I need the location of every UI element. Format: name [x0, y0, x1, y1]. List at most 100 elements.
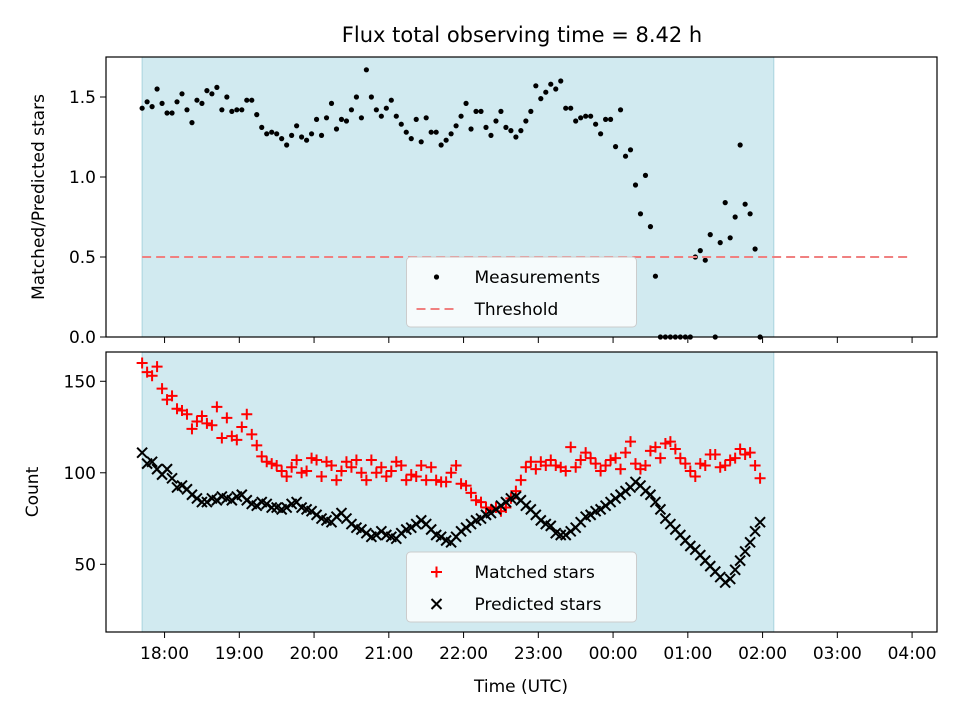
matched-star-point [450, 459, 462, 471]
measurement-point [583, 113, 589, 119]
predicted-star-point [734, 554, 746, 567]
measurement-point [632, 182, 639, 188]
matched-star-point [684, 465, 696, 477]
matched-star-point [754, 472, 766, 484]
measurement-point [433, 129, 439, 135]
measurement-point [722, 200, 728, 206]
matched-star-point [251, 439, 263, 451]
measurement-point [548, 81, 554, 87]
matched-star-point [410, 470, 422, 482]
measurement-point [558, 78, 564, 84]
matched-star-point [560, 465, 572, 477]
legend-label: Matched stars [475, 563, 595, 583]
matched-star-point [236, 421, 248, 433]
matched-star-point [271, 459, 283, 471]
measurement-point [493, 118, 499, 124]
measurement-point [254, 112, 260, 118]
matched-star-point [575, 454, 587, 466]
measurement-point [473, 108, 479, 114]
matched-star-point [136, 357, 148, 369]
measurement-point [333, 126, 340, 132]
predicted-star-point [739, 545, 751, 558]
measurement-point [617, 107, 624, 113]
measurement-point [593, 121, 599, 127]
measurement-point [313, 116, 320, 122]
matched-star-point [301, 465, 313, 477]
measurement-point [149, 104, 155, 110]
x-tick-label: 21:00 [364, 644, 413, 664]
matched-star-point [545, 454, 557, 466]
matched-star-point [565, 441, 577, 453]
measurement-point [513, 134, 519, 140]
measurement-point [543, 89, 549, 95]
matched-star-point [610, 452, 622, 464]
measurement-point [702, 257, 708, 263]
measurement-point [179, 91, 185, 97]
matched-star-point [709, 448, 721, 460]
matched-star-point [475, 496, 487, 508]
measurement-point [403, 129, 409, 135]
matched-star-point [246, 428, 258, 440]
top-y-tick-label: 0.5 [69, 248, 96, 268]
measurement-point [428, 129, 434, 135]
x-tick-label: 00:00 [589, 644, 638, 664]
measurement-point [204, 88, 210, 94]
legend-marker-matched-stars [431, 566, 442, 578]
measurement-point [378, 113, 384, 119]
measurement-point [383, 105, 389, 111]
measurement-point [229, 108, 235, 114]
measurement-point [443, 137, 449, 143]
measurement-point [363, 67, 369, 73]
x-tick-label: 02:00 [738, 644, 787, 664]
measurement-point [448, 131, 454, 137]
measurement-point [279, 136, 285, 142]
measurement-point [453, 123, 459, 129]
matched-star-point [196, 410, 208, 422]
predicted-star-point [545, 520, 557, 532]
matched-star-point [281, 470, 293, 482]
measurement-point [737, 142, 743, 148]
matched-star-point [600, 459, 612, 471]
matched-star-point [620, 447, 632, 459]
matched-star-point [395, 459, 407, 471]
bottom-y-axis-label: Count [23, 466, 43, 517]
measurement-point [747, 211, 753, 217]
measurement-point [239, 107, 245, 113]
top-legend-box [406, 256, 637, 328]
predicted-star-point [649, 496, 662, 508]
x-tick-label: 18:00 [140, 644, 189, 664]
matched-star-point [699, 459, 711, 471]
predicted-star-point [161, 463, 173, 475]
measurement-point [209, 91, 215, 97]
matched-star-point [714, 461, 726, 473]
matched-star-point [330, 474, 342, 486]
predicted-star-point [744, 536, 756, 549]
measurement-point [707, 232, 713, 238]
matched-star-point [146, 370, 158, 382]
measurement-point [602, 116, 609, 122]
matched-star-point [590, 458, 602, 470]
x-tick-label: 19:00 [215, 644, 264, 664]
matched-star-point [311, 454, 323, 466]
bottom-y-tick-label: 50 [74, 555, 96, 575]
matched-star-point [749, 459, 761, 471]
matched-star-point [440, 476, 452, 488]
matched-star-point [286, 461, 298, 473]
measurement-point [538, 96, 544, 102]
measurement-point [563, 105, 569, 111]
x-tick-label: 03:00 [813, 644, 862, 664]
matched-star-point [156, 383, 168, 395]
matched-star-point [515, 474, 527, 486]
measurement-point [627, 147, 634, 153]
measurement-point [588, 113, 594, 119]
measurement-point [174, 99, 180, 105]
measurement-point [214, 84, 220, 90]
measurement-point [368, 94, 374, 100]
matched-star-point [679, 458, 691, 470]
matched-star-point [276, 465, 288, 477]
matched-star-point [350, 454, 362, 466]
matched-star-point [241, 408, 253, 420]
measurement-point [508, 128, 514, 134]
measurement-point [503, 124, 509, 130]
matched-star-point [201, 417, 213, 429]
